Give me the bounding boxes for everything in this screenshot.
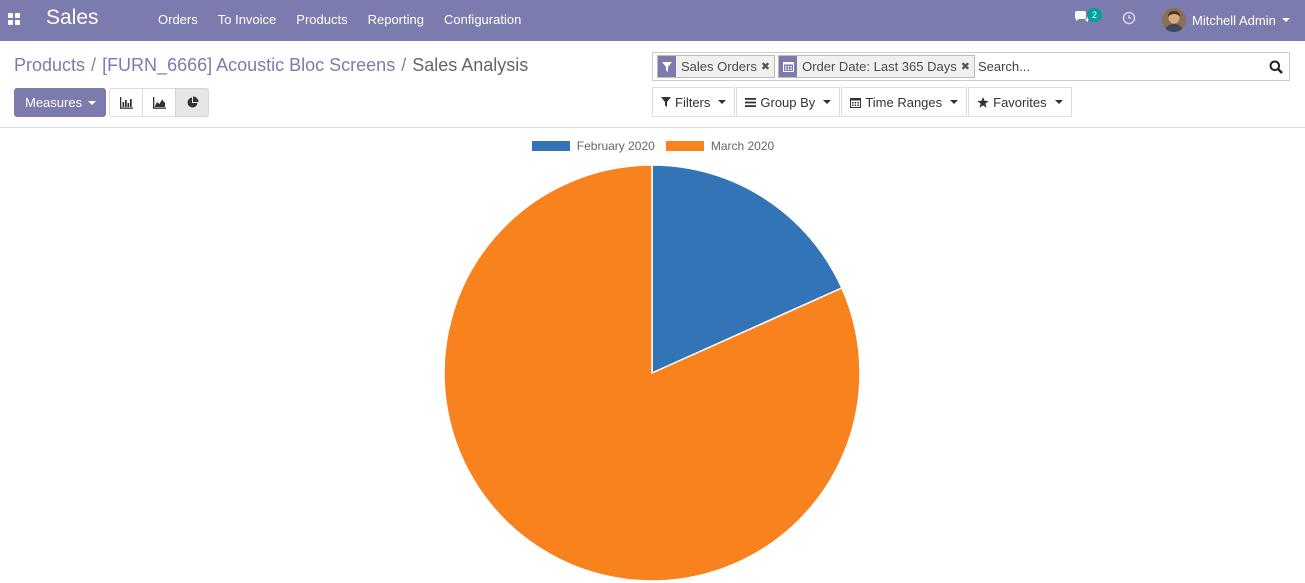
search-facet-date: Order Date: Last 365 Days ✖ <box>778 55 975 78</box>
breadcrumb-item-product[interactable]: [FURN_6666] Acoustic Bloc Screens <box>102 55 396 75</box>
chevron-down-icon <box>823 100 832 104</box>
chevron-down-icon <box>1054 100 1063 104</box>
menu-item-orders[interactable]: Orders <box>158 12 198 27</box>
menu-item-to-invoice[interactable]: To Invoice <box>217 12 277 27</box>
control-panel: Products / [FURN_6666] Acoustic Bloc Scree… <box>0 41 1305 128</box>
activity-clock-icon[interactable] <box>1122 11 1136 28</box>
star-icon <box>977 96 989 108</box>
chevron-down-icon <box>718 100 727 104</box>
filter-icon <box>661 97 671 107</box>
group-by-label: Group By <box>760 94 816 110</box>
legend-swatch <box>664 140 705 152</box>
calendar-icon <box>850 97 862 108</box>
favorites-dropdown[interactable]: Favorites <box>968 87 1072 117</box>
search-options: Filters Group By Time Ranges Favorites <box>652 87 1073 117</box>
apps-menu-icon[interactable] <box>8 13 22 27</box>
search-facet-filter: Sales Orders ✖ <box>657 55 776 78</box>
legend-item[interactable]: February 2020 <box>530 139 655 153</box>
remove-facet-icon[interactable]: ✖ <box>760 61 771 73</box>
legend-label: March 2020 <box>710 139 775 153</box>
pie-chart-button[interactable] <box>175 88 209 117</box>
pie-svg <box>443 164 861 582</box>
legend-item[interactable]: March 2020 <box>664 139 775 153</box>
favorites-label: Favorites <box>993 94 1047 110</box>
time-ranges-dropdown[interactable]: Time Ranges <box>841 87 968 117</box>
legend-label: February 2020 <box>576 139 655 153</box>
pie-chart-icon <box>187 96 198 108</box>
top-navbar: Sales Orders To Invoice Products Reporti… <box>0 0 1305 41</box>
facet-value: Order Date: Last 365 Days <box>802 59 957 74</box>
main-menu: Orders To Invoice Products Reporting Con… <box>148 0 531 41</box>
filters-dropdown[interactable]: Filters <box>652 87 736 117</box>
pie-slice-1[interactable] <box>651 164 843 375</box>
chevron-down-icon <box>1281 18 1290 22</box>
bars-icon <box>745 97 757 107</box>
breadcrumb-item-products[interactable]: Products <box>14 55 86 75</box>
pie-chart: February 2020 March 2020 <box>0 129 1305 583</box>
app-brand[interactable]: Sales <box>46 6 99 29</box>
measures-label: Measures <box>25 95 83 110</box>
remove-facet-icon[interactable]: ✖ <box>960 61 970 73</box>
breadcrumb-separator: / <box>401 55 407 75</box>
menu-item-reporting[interactable]: Reporting <box>367 12 424 27</box>
page-title: Sales Analysis <box>412 55 529 75</box>
legend-swatch <box>530 140 571 152</box>
chevron-down-icon <box>950 100 959 104</box>
chevron-down-icon <box>88 100 97 105</box>
breadcrumb: Products / [FURN_6666] Acoustic Bloc Scree… <box>14 55 528 76</box>
menu-item-products[interactable]: Products <box>296 12 348 27</box>
area-chart-icon <box>153 96 166 109</box>
group-by-dropdown[interactable]: Group By <box>736 87 841 117</box>
user-name: Mitchell Admin <box>1192 12 1276 28</box>
messaging-count-badge: 2 <box>1087 8 1102 22</box>
search-icon[interactable] <box>1263 60 1289 74</box>
measures-button[interactable]: Measures <box>14 88 106 117</box>
time-ranges-label: Time Ranges <box>865 94 943 110</box>
breadcrumb-separator: / <box>91 55 97 75</box>
bar-chart-icon <box>120 96 133 109</box>
user-menu[interactable]: Mitchell Admin <box>1162 5 1290 35</box>
search-input[interactable] <box>977 54 1263 79</box>
line-chart-button[interactable] <box>142 88 176 117</box>
calendar-icon <box>779 56 798 77</box>
filters-label: Filters <box>675 94 711 110</box>
search-bar: Sales Orders ✖ Order Date: Last 365 Days… <box>652 52 1290 81</box>
chart-type-switcher <box>109 88 209 117</box>
pie-slice-2[interactable] <box>443 164 861 582</box>
avatar <box>1162 8 1186 32</box>
menu-item-configuration[interactable]: Configuration <box>443 12 522 27</box>
chart-legend: February 2020 March 2020 <box>0 139 1305 153</box>
bar-chart-button[interactable] <box>109 88 143 117</box>
facet-value: Sales Orders <box>681 59 757 74</box>
filter-icon <box>658 56 676 77</box>
